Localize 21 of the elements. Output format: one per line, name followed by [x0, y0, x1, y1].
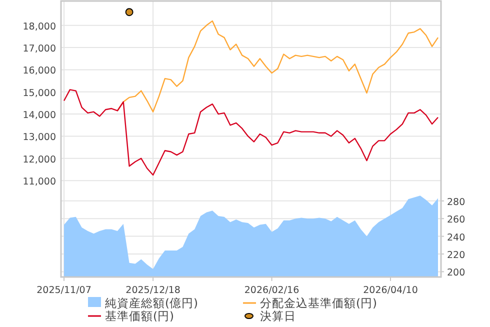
y-tick-label: 12,000 [22, 154, 56, 166]
x-tick-label: 2025/12/18 [126, 285, 180, 296]
y2-tick-label: 220 [447, 250, 466, 261]
y2-tick-label: 200 [447, 268, 466, 279]
x-tick-label: 2025/11/07 [36, 285, 92, 296]
y-tick-label: 13,000 [22, 132, 56, 144]
y-tick-label: 18,000 [22, 21, 56, 32]
y-tick-label: 16,000 [22, 66, 56, 77]
legend-label: 純資産総額(億円) [105, 296, 198, 310]
x-tick-label: 2026/02/16 [244, 285, 300, 296]
y-tick-label: 17,000 [22, 44, 56, 55]
y2-tick-label: 240 [447, 232, 466, 244]
y2-tick-label: 280 [447, 196, 466, 208]
y-tick-label: 14,000 [22, 110, 56, 122]
x-tick-label: 2026/04/10 [363, 285, 418, 296]
legend-label: 基準価額(円) [105, 309, 174, 323]
y2-tick-label: 260 [447, 214, 466, 226]
legend-label: 決算日 [260, 309, 296, 323]
legend-label: 分配金込基準価額(円) [260, 296, 377, 310]
y-tick-label: 15,000 [22, 88, 56, 99]
y-tick-label: 11,000 [22, 176, 56, 188]
